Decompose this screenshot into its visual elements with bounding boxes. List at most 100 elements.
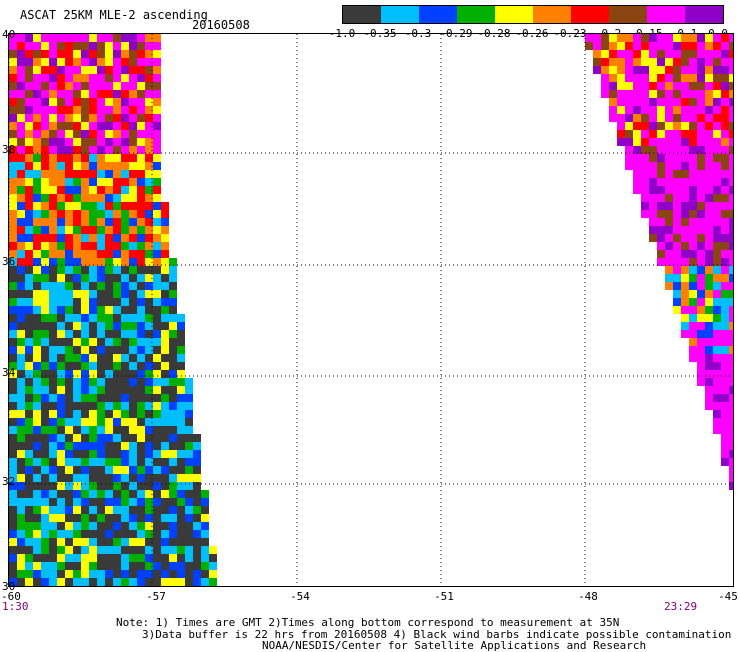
swath-cell [33, 578, 41, 586]
swath-cell [129, 490, 137, 498]
swath-cell [657, 218, 665, 226]
swath-cell [65, 562, 73, 570]
swath-cell [89, 194, 97, 202]
footer-note-line2: 3)Data buffer is 22 hrs from 20160508 4)… [142, 628, 732, 641]
swath-cell [145, 490, 153, 498]
swath-cell [161, 234, 169, 242]
swath-cell [705, 306, 713, 314]
swath-cell [57, 34, 65, 42]
swath-cell [33, 194, 41, 202]
swath-cell [153, 58, 161, 66]
swath-cell [673, 42, 681, 50]
swath-cell [169, 482, 177, 490]
swath-cell [41, 538, 49, 546]
swath-cell [121, 426, 129, 434]
swath-cell [697, 186, 705, 194]
swath-cell [609, 114, 617, 122]
swath-cell [729, 146, 733, 154]
swath-cell [121, 482, 129, 490]
swath-cell [65, 258, 73, 266]
swath-cell [145, 98, 153, 106]
swath-cell [33, 258, 41, 266]
swath-cell [129, 586, 137, 587]
swath-cell [649, 114, 657, 122]
swath-cell [665, 154, 673, 162]
swath-cell [65, 586, 73, 587]
swath-cell [113, 258, 121, 266]
swath-cell [169, 522, 177, 530]
swath-cell [721, 298, 729, 306]
swath-cell [121, 194, 129, 202]
swath-cell [673, 170, 681, 178]
swath-cell [105, 354, 113, 362]
swath-cell [673, 146, 681, 154]
swath-cell [105, 202, 113, 210]
swath-cell [161, 570, 169, 578]
swath-cell [57, 474, 65, 482]
swath-cell [649, 146, 657, 154]
swath-cell [25, 138, 33, 146]
swath-cell [65, 370, 73, 378]
swath-cell [65, 106, 73, 114]
swath-cell [729, 474, 733, 482]
swath-cell [681, 122, 689, 130]
swath-cell [681, 210, 689, 218]
swath-cell [633, 186, 641, 194]
swath-cell [201, 586, 209, 587]
swath-cell [73, 498, 81, 506]
swath-cell [57, 410, 65, 418]
swath-cell [689, 194, 697, 202]
swath-cell [177, 506, 185, 514]
swath-cell [129, 114, 137, 122]
swath-cell [185, 482, 193, 490]
swath-cell [649, 50, 657, 58]
swath-cell [681, 146, 689, 154]
swath-cell [73, 170, 81, 178]
swath-cell [73, 434, 81, 442]
swath-cell [9, 98, 17, 106]
swath-cell [625, 42, 633, 50]
swath-cell [65, 418, 73, 426]
swath-cell [105, 426, 113, 434]
swath-cell [113, 42, 121, 50]
swath-cell [57, 226, 65, 234]
swath-cell [97, 122, 105, 130]
swath-cell [153, 458, 161, 466]
swath-cell [97, 202, 105, 210]
swath-cell [705, 274, 713, 282]
swath-cell [161, 282, 169, 290]
swath-cell [49, 410, 57, 418]
swath-cell [137, 282, 145, 290]
swath-cell [33, 98, 41, 106]
swath-cell [25, 490, 33, 498]
swath-cell [729, 210, 733, 218]
swath-cell [49, 570, 57, 578]
swath-cell [97, 442, 105, 450]
swath-cell [177, 562, 185, 570]
swath-cell [73, 522, 81, 530]
swath-cell [721, 162, 729, 170]
swath-cell [705, 378, 713, 386]
swath-cell [633, 170, 641, 178]
swath-cell [657, 98, 665, 106]
swath-cell [97, 170, 105, 178]
swath-cell [193, 586, 201, 587]
swath-cell [65, 482, 73, 490]
swath-cell [33, 138, 41, 146]
swath-cell [25, 546, 33, 554]
swath-cell [153, 162, 161, 170]
swath-cell [81, 418, 89, 426]
swath-cell [73, 354, 81, 362]
swath-cell [713, 330, 721, 338]
swath-cell [609, 82, 617, 90]
swath-cell [33, 58, 41, 66]
swath-cell [105, 378, 113, 386]
swath-cell [81, 234, 89, 242]
swath-cell [17, 410, 25, 418]
swath-cell [169, 562, 177, 570]
swath-cell [73, 242, 81, 250]
swath-cell [705, 50, 713, 58]
swath-cell [121, 554, 129, 562]
swath-cell [129, 498, 137, 506]
swath-cell [49, 90, 57, 98]
